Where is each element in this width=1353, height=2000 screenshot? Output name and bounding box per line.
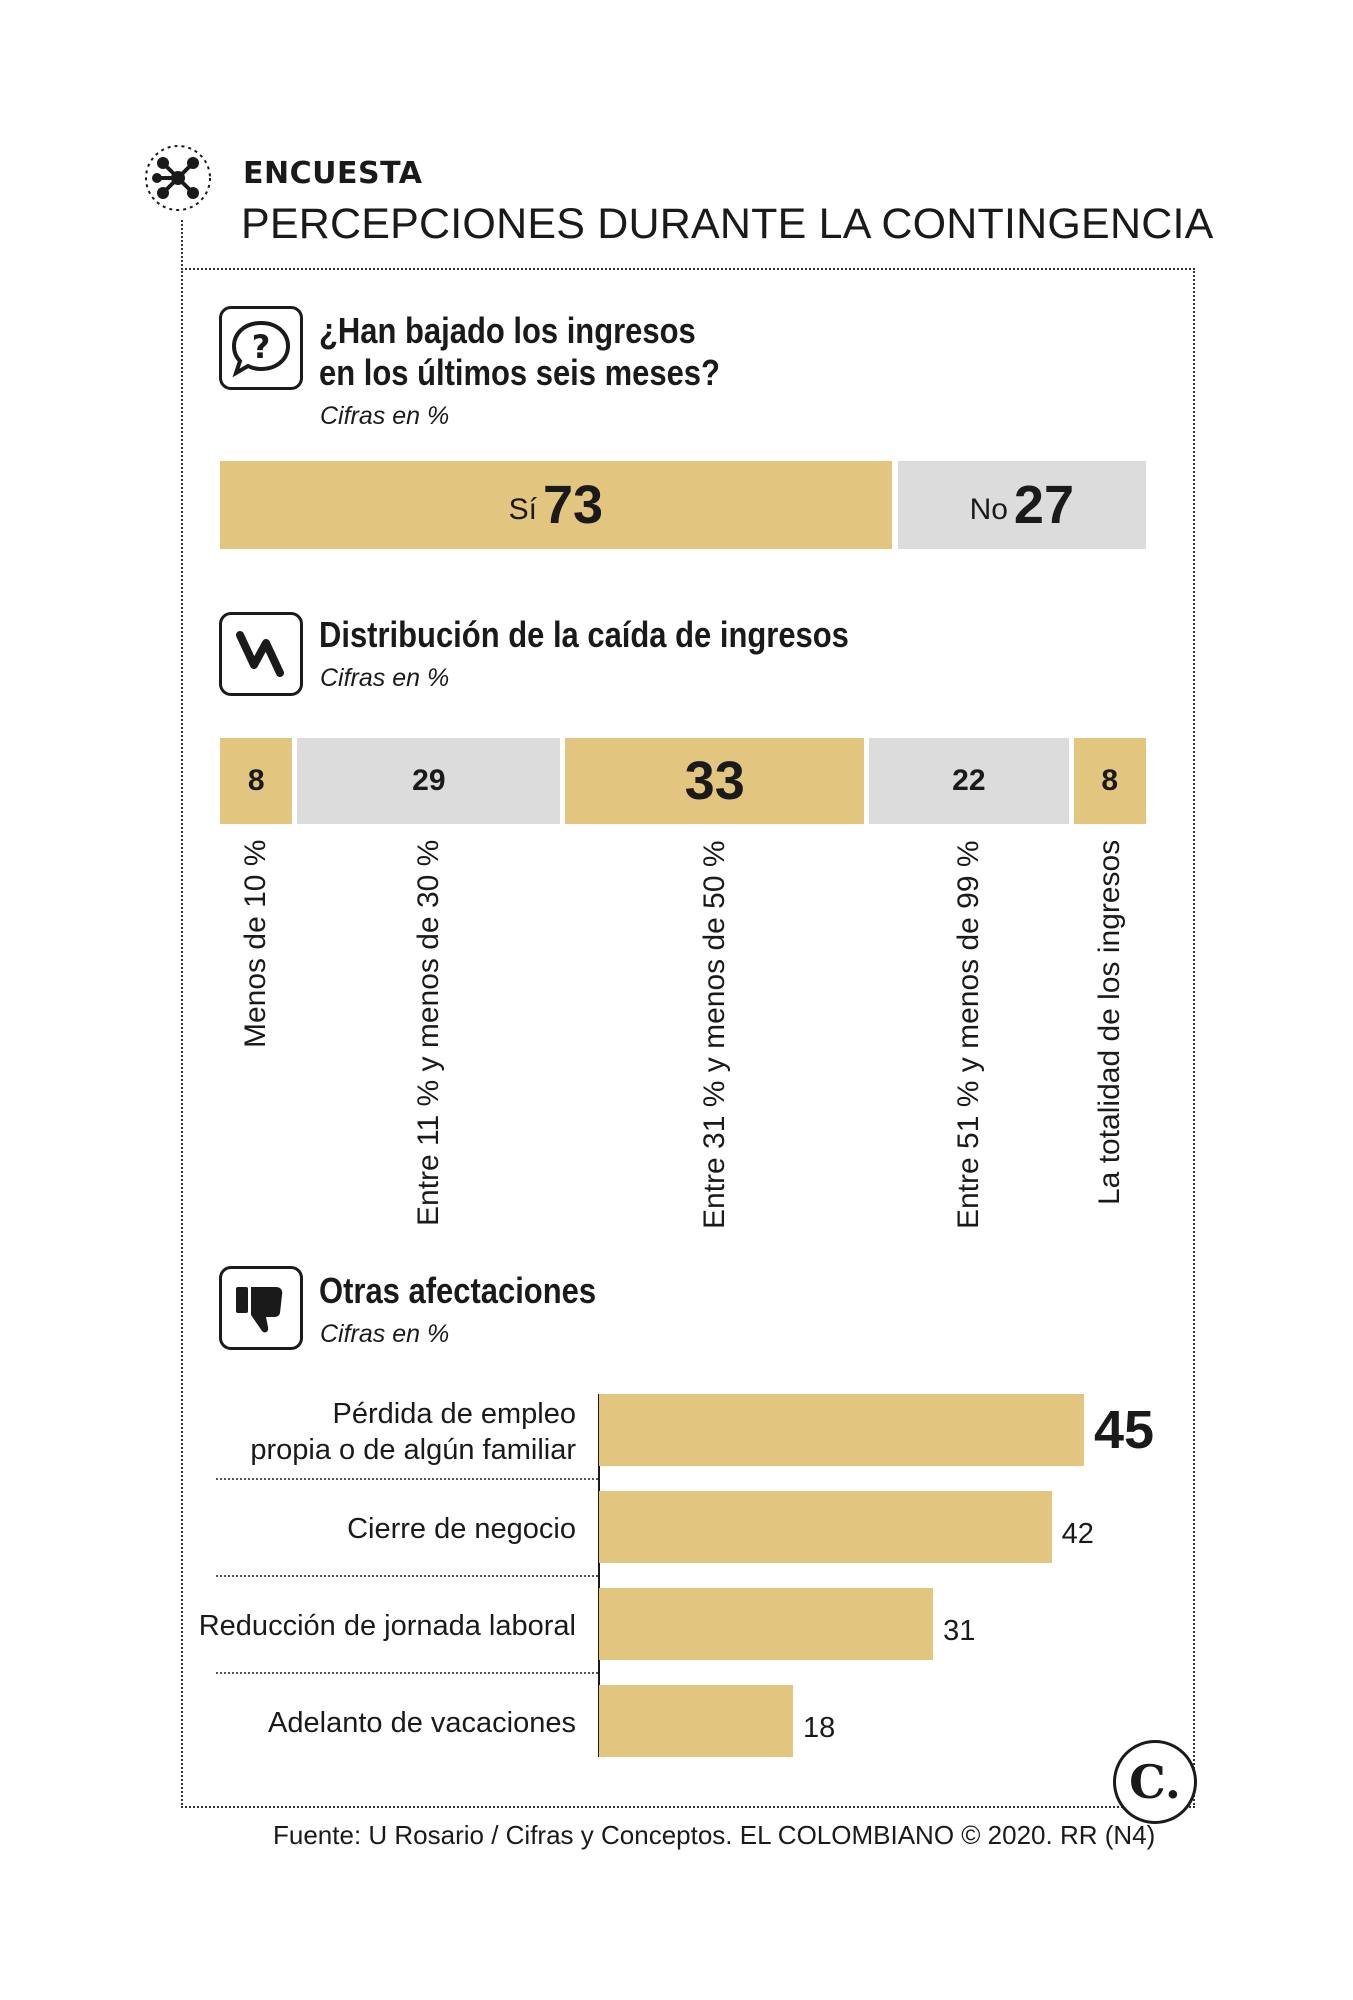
- segment-label: No: [969, 493, 1008, 526]
- other-effects-bar-chart: 45 Pérdida de empleo propia o de algún fam…: [199, 1390, 1166, 1760]
- segment-value: 33: [684, 751, 745, 811]
- distribution-stacked-bar: 8 29 33 22 8: [220, 738, 1146, 824]
- el-colombiano-logo: C.: [1113, 1740, 1197, 1824]
- segment-label: Sí: [508, 493, 537, 526]
- bar-label: Adelanto de vacaciones: [268, 1705, 576, 1741]
- distribution-segment: 8: [1073, 738, 1146, 824]
- row-separator: [216, 1672, 598, 1674]
- bar-label-line: Pérdida de empleo: [332, 1398, 576, 1430]
- segment-value: 8: [247, 764, 265, 797]
- segment-value: 27: [1013, 475, 1074, 535]
- distribution-category-labels: Menos de 10 % Entre 11 % y menos de 30 % E…: [220, 839, 1146, 1229]
- category-label: Menos de 10 %: [239, 839, 273, 1048]
- section2-subtitle: Cifras en %: [320, 664, 450, 692]
- row-separator: [216, 1575, 598, 1577]
- bar-value: 45: [1094, 1400, 1155, 1460]
- svg-text:?: ?: [252, 328, 271, 366]
- distribution-segment: 22: [869, 738, 1069, 824]
- frame-connector: [181, 220, 183, 270]
- chart-frame: [181, 268, 1195, 1808]
- section1-title-line2: en los últimos seis meses?: [319, 352, 720, 393]
- thumbs-down-icon: [219, 1266, 303, 1350]
- bar-label: Reducción de jornada laboral: [199, 1608, 576, 1644]
- category-label: Entre 11 % y menos de 30 %: [411, 839, 445, 1226]
- header-kicker: ENCUESTA: [243, 156, 423, 191]
- y-axis-line: [598, 1394, 600, 1757]
- category-label: La totalidad de los ingresos: [1092, 839, 1126, 1205]
- segment-value: 8: [1101, 764, 1119, 797]
- source-note: Fuente: U Rosario / Cifras y Conceptos. …: [273, 1820, 1156, 1850]
- bar-segment-no: No 27: [897, 461, 1146, 549]
- category-label: Entre 51 % y menos de 99 %: [951, 840, 985, 1229]
- bar-label-line: Cierre de negocio: [347, 1513, 576, 1545]
- bar: [599, 1394, 1084, 1466]
- question-bubble-icon: ?: [219, 306, 303, 390]
- falling-trend-icon: [219, 612, 303, 696]
- segment-value: 29: [412, 764, 446, 797]
- section1-subtitle: Cifras en %: [320, 402, 450, 430]
- section3-subtitle: Cifras en %: [320, 1320, 450, 1348]
- category-label: Entre 31 % y menos de 50 %: [697, 840, 731, 1229]
- bar-value: 18: [803, 1712, 836, 1744]
- bar-label-line: Adelanto de vacaciones: [268, 1707, 576, 1739]
- yes-no-stacked-bar: Sí 73 No 27: [220, 461, 1146, 549]
- bar-value: 42: [1061, 1518, 1094, 1550]
- section3-title: Otras afectaciones: [319, 1270, 597, 1311]
- section2-title: Distribución de la caída de ingresos: [319, 614, 849, 655]
- survey-network-icon: [143, 143, 213, 213]
- bar-value: 31: [943, 1615, 976, 1647]
- segment-value: 22: [952, 764, 986, 797]
- section1-title-line1: ¿Han bajado los ingresos: [319, 310, 696, 351]
- distribution-segment: 8: [220, 738, 293, 824]
- bar-label-line: Reducción de jornada laboral: [198, 1610, 576, 1642]
- row-separator: [216, 1478, 598, 1480]
- segment-value: 73: [542, 475, 604, 535]
- bar-label: Pérdida de empleo propia o de algún famil…: [250, 1396, 576, 1468]
- bar-segment-si: Sí 73: [220, 461, 892, 549]
- page-title: PERCEPCIONES DURANTE LA CONTINGENCIA: [241, 200, 1214, 248]
- bar-label-line: propia o de algún familiar: [250, 1434, 576, 1466]
- bar-label: Cierre de negocio: [347, 1511, 576, 1547]
- bar: [599, 1685, 793, 1757]
- distribution-segment: 29: [297, 738, 561, 824]
- bar: [599, 1588, 934, 1660]
- bar: [599, 1491, 1052, 1563]
- distribution-segment: 33: [565, 738, 865, 824]
